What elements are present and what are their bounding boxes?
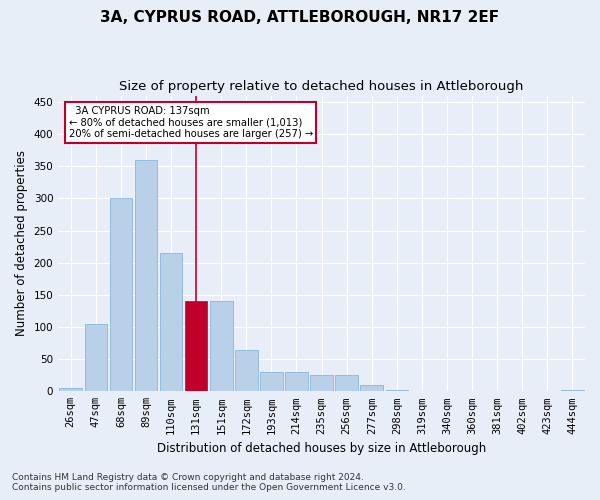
Bar (210, 302, 233, 392)
Bar (410, 390, 433, 392)
Bar (235, 350, 257, 392)
Bar (285, 372, 308, 392)
Bar (85, 324, 107, 392)
Bar (260, 372, 283, 392)
Bar (110, 198, 132, 392)
Bar (561, 390, 584, 392)
Y-axis label: Number of detached properties: Number of detached properties (15, 150, 28, 336)
Bar (361, 385, 383, 392)
Text: 3A CYPRUS ROAD: 137sqm
← 80% of detached houses are smaller (1,013)
20% of semi-: 3A CYPRUS ROAD: 137sqm ← 80% of detached… (69, 106, 313, 139)
Bar (386, 390, 408, 392)
Text: 3A, CYPRUS ROAD, ATTLEBOROUGH, NR17 2EF: 3A, CYPRUS ROAD, ATTLEBOROUGH, NR17 2EF (100, 10, 500, 25)
Bar (335, 375, 358, 392)
Bar (134, 160, 157, 392)
Bar (59, 388, 82, 392)
Bar (160, 253, 182, 392)
Bar (310, 375, 333, 392)
X-axis label: Distribution of detached houses by size in Attleborough: Distribution of detached houses by size … (157, 442, 486, 455)
Bar (185, 302, 208, 392)
Title: Size of property relative to detached houses in Attleborough: Size of property relative to detached ho… (119, 80, 524, 93)
Text: Contains HM Land Registry data © Crown copyright and database right 2024.
Contai: Contains HM Land Registry data © Crown c… (12, 473, 406, 492)
